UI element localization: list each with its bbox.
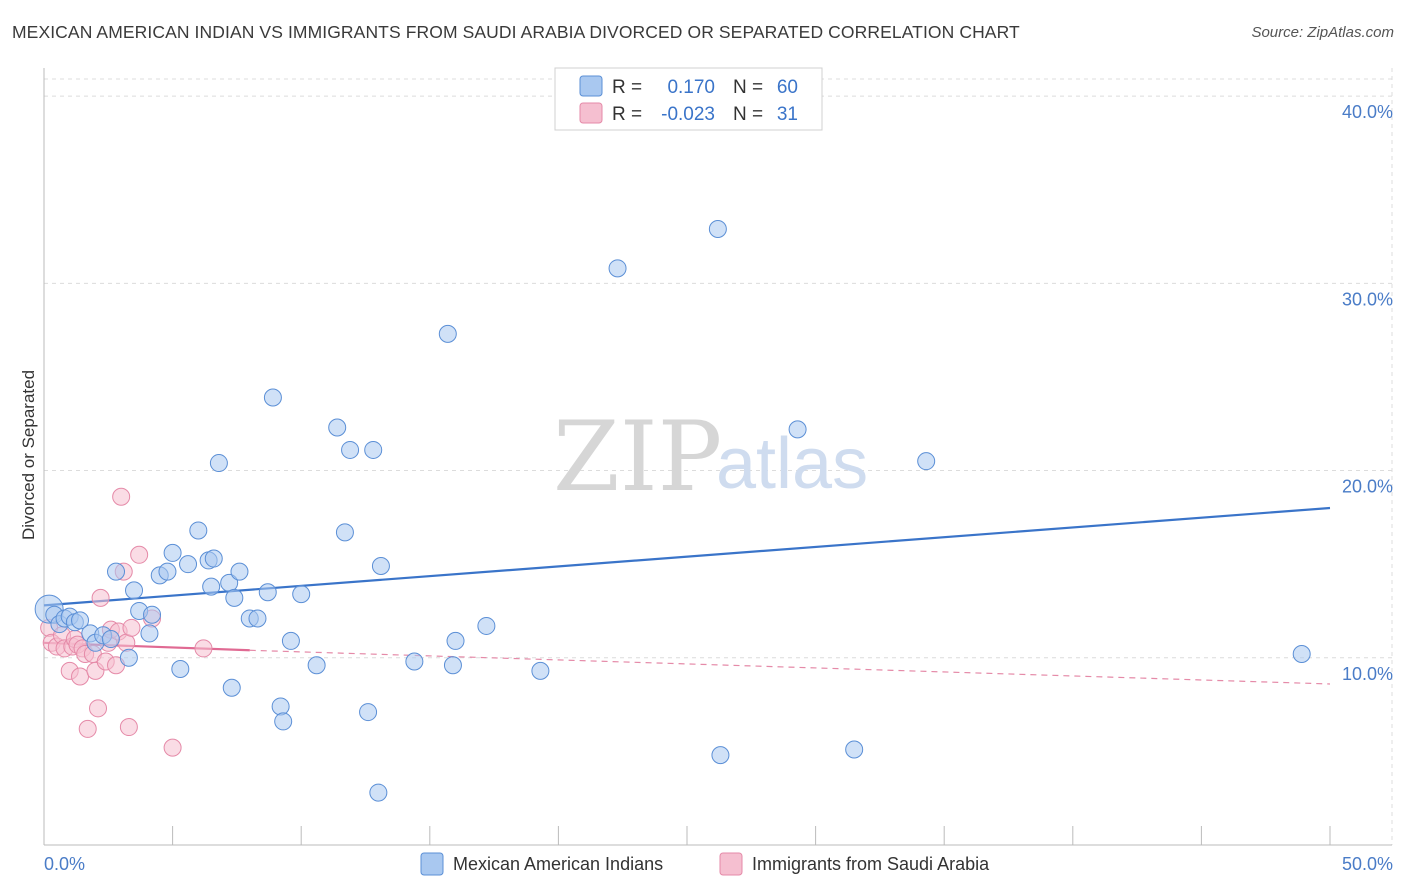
blue-point-33 [258,583,277,602]
trend-line-pink-dashed [249,649,1331,685]
x-tick-label-min: 0.0% [44,854,85,874]
blue-point-13 [125,581,144,600]
bottom-legend: Mexican American Indians Immigrants from… [420,852,990,876]
gridlines [44,68,1393,845]
blue-point-39 [307,656,326,675]
pink-point-22 [112,487,131,506]
pink-point-16 [91,588,110,607]
y-axis-label: Divorced or Separated [19,370,38,540]
series-mexican-american-indians [34,220,1311,802]
blue-point-55 [711,746,730,765]
blue-point-50 [446,631,465,650]
blue-point-21 [179,555,198,574]
pink-point-27 [130,545,149,564]
blue-point-34 [263,388,282,407]
blue-point-15 [140,624,159,643]
blue-point-6 [71,611,90,630]
blue-point-44 [364,440,383,459]
legend-swatch-pink [579,102,603,124]
legend-swatch-blue [579,75,603,97]
chart-title: MEXICAN AMERICAN INDIAN VS IMMIGRANTS FR… [12,22,1020,42]
legend-n-value-1: 60 [777,77,798,98]
bottom-legend-swatch-blue [420,852,444,876]
pink-point-25 [119,718,138,737]
blue-point-56 [788,420,807,439]
blue-point-35 [271,697,290,716]
pink-point-24 [117,633,136,652]
blue-point-41 [335,523,354,542]
blue-point-26 [209,454,228,473]
blue-point-46 [371,557,390,576]
pink-point-26 [122,618,141,637]
blue-point-40 [328,418,347,437]
blue-point-18 [158,562,177,581]
axes [43,68,1392,846]
blue-point-36 [274,712,293,731]
blue-point-22 [189,521,208,540]
series-immigrants-saudi-arabia [40,487,213,757]
legend-n-value-2: 31 [777,104,798,125]
blue-point-24 [202,577,221,596]
blue-point-11 [107,562,126,581]
legend: R = 0.170 N = 60 R = -0.023 N = 31 [554,67,823,131]
legend-r-value-2: -0.023 [661,104,715,125]
y-tick-label-30: 30.0% [1342,289,1393,309]
source-label: Source: ZipAtlas.com [1251,24,1394,41]
pink-point-9 [71,667,90,686]
blue-point-48 [438,324,457,343]
pink-point-12 [78,719,97,738]
legend-r-label-1: R = [612,77,642,98]
blue-point-30 [230,562,249,581]
blue-point-25 [204,549,223,568]
legend-n-label-2: N = [733,104,763,125]
legend-n-label-1: N = [733,77,763,98]
pink-point-15 [89,699,108,718]
blue-point-54 [708,220,727,239]
watermark-zip: ZIP [553,401,722,513]
blue-point-16 [143,605,162,624]
pink-point-30 [194,639,213,658]
blue-point-49 [443,656,462,675]
y-tick-label-20: 20.0% [1342,477,1393,497]
blue-point-28 [222,678,241,697]
blue-point-38 [292,585,311,604]
blue-point-58 [917,452,936,471]
x-tick-label-max: 50.0% [1342,854,1393,874]
blue-point-43 [359,703,378,722]
blue-point-32 [248,609,267,628]
blue-point-52 [531,661,550,680]
blue-point-47 [405,652,424,671]
blue-point-12 [119,648,138,667]
blue-point-29 [225,588,244,607]
y-tick-label-10: 10.0% [1342,664,1393,684]
blue-point-45 [369,783,388,802]
legend-r-label-2: R = [612,104,642,125]
blue-point-20 [171,660,190,679]
pink-point-29 [163,738,182,757]
blue-point-10 [101,630,120,649]
bottom-legend-label-1: Mexican American Indians [453,854,663,874]
bottom-legend-swatch-pink [719,852,743,876]
blue-point-53 [608,259,627,278]
blue-point-57 [845,740,864,759]
blue-point-51 [477,616,496,635]
blue-point-19 [163,543,182,562]
y-tick-label-40: 40.0% [1342,102,1393,122]
blue-point-37 [281,631,300,650]
legend-r-value-1: 0.170 [667,77,715,98]
blue-point-42 [341,440,360,459]
y-tick-labels: 10.0% 20.0% 30.0% 40.0% [1342,102,1393,684]
blue-point-59 [1292,645,1311,664]
trend-line-blue [43,506,1331,607]
bottom-legend-label-2: Immigrants from Saudi Arabia [752,854,990,874]
x-tick-labels: 0.0% 50.0% [44,854,1393,874]
watermark-atlas: atlas [716,424,868,504]
